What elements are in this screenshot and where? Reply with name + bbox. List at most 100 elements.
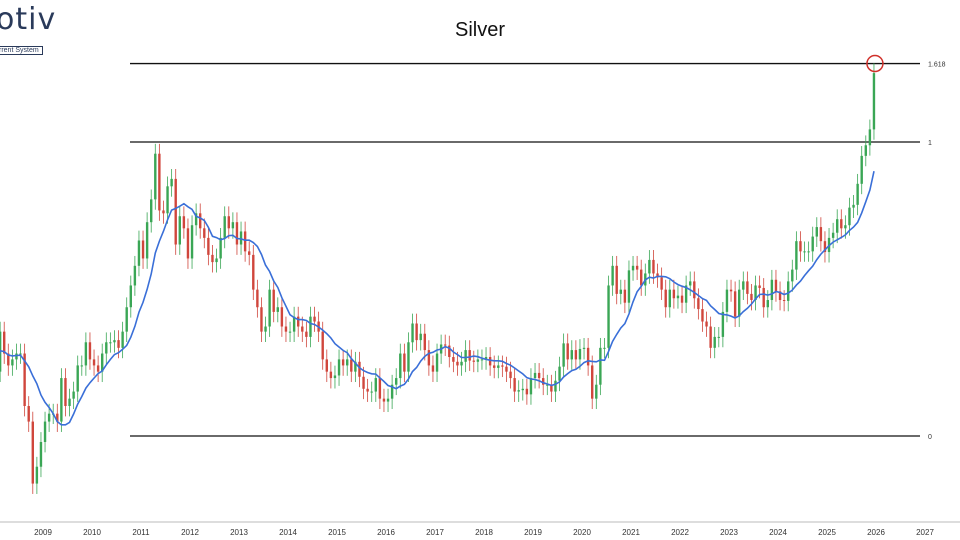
candle-body bbox=[476, 359, 480, 362]
logo-tagline: rrent System bbox=[0, 46, 43, 55]
logo-word: otiv bbox=[0, 2, 57, 37]
candle-body bbox=[509, 371, 512, 379]
candle-body bbox=[276, 307, 279, 312]
candle-body bbox=[88, 342, 92, 360]
moving-average-line bbox=[0, 171, 875, 426]
candle-body bbox=[456, 361, 459, 366]
candle-body bbox=[125, 307, 128, 332]
candle-body bbox=[864, 145, 867, 156]
candle-body bbox=[80, 365, 83, 367]
candle-body bbox=[346, 359, 349, 366]
candle-body bbox=[717, 336, 720, 338]
candle-body bbox=[488, 357, 492, 366]
candle-body bbox=[709, 326, 712, 348]
candle-body bbox=[354, 361, 357, 372]
candle-body bbox=[729, 289, 733, 292]
candle-body bbox=[664, 289, 667, 308]
candle-body bbox=[76, 365, 79, 392]
candle-body bbox=[578, 348, 582, 360]
candle-body bbox=[570, 350, 573, 360]
candle-body bbox=[68, 398, 71, 407]
candle-body bbox=[742, 281, 745, 290]
candle-body bbox=[374, 378, 377, 392]
candle-body bbox=[113, 340, 116, 343]
candle-body bbox=[872, 73, 876, 130]
candle-body bbox=[341, 359, 345, 366]
candle-body bbox=[819, 227, 823, 242]
candle-body bbox=[231, 222, 235, 229]
candle-body bbox=[660, 277, 663, 290]
candle-body bbox=[738, 289, 741, 317]
candle-body bbox=[395, 378, 398, 385]
candle-body bbox=[836, 219, 839, 233]
candle-body bbox=[297, 316, 300, 327]
candle-body bbox=[186, 228, 190, 259]
candle-body bbox=[248, 251, 251, 255]
candle-body bbox=[750, 293, 753, 301]
candle-body bbox=[362, 376, 365, 389]
candle-body bbox=[468, 350, 471, 361]
candle-body bbox=[848, 207, 851, 226]
candle-body bbox=[292, 316, 296, 332]
candle-body bbox=[648, 259, 651, 274]
candle-body bbox=[19, 353, 22, 355]
candle-body bbox=[497, 365, 500, 368]
candle-body bbox=[472, 360, 475, 362]
candle-body bbox=[3, 331, 6, 354]
candle-body bbox=[194, 213, 198, 226]
candle-body bbox=[137, 240, 141, 266]
candle-body bbox=[529, 378, 533, 395]
candle-body bbox=[533, 372, 537, 379]
candle-body bbox=[782, 300, 786, 302]
candle-body bbox=[823, 241, 827, 253]
candle-body bbox=[537, 372, 541, 379]
candle-body bbox=[627, 270, 631, 303]
candle-body bbox=[390, 384, 394, 399]
candle-body bbox=[635, 265, 639, 270]
candle-body bbox=[615, 265, 618, 294]
candle-body bbox=[868, 129, 872, 146]
candle-body bbox=[129, 285, 132, 308]
candle-body bbox=[427, 350, 431, 366]
candle-body bbox=[480, 359, 484, 361]
candle-body bbox=[43, 421, 47, 442]
candle-body bbox=[350, 359, 353, 372]
candle-body bbox=[693, 281, 696, 299]
x-tick-label: 2024 bbox=[769, 528, 787, 537]
x-tick-label: 2026 bbox=[867, 528, 885, 537]
candle-body bbox=[676, 295, 680, 299]
candle-body bbox=[415, 323, 418, 341]
candle-body bbox=[403, 353, 406, 372]
candle-body bbox=[333, 375, 337, 379]
fib-level-label: 1 bbox=[928, 140, 932, 147]
candle-body bbox=[141, 240, 145, 259]
candle-body bbox=[72, 391, 75, 399]
candle-body bbox=[150, 199, 153, 223]
candle-body bbox=[162, 210, 165, 214]
candle-body bbox=[60, 378, 63, 422]
candle-body bbox=[166, 186, 169, 214]
candle-body bbox=[435, 353, 439, 372]
candle-body bbox=[56, 413, 59, 422]
candle-body bbox=[227, 216, 230, 229]
candle-body bbox=[721, 311, 725, 337]
candle-body bbox=[464, 350, 467, 362]
candle-body bbox=[778, 291, 782, 301]
x-tick-label: 2020 bbox=[573, 528, 591, 537]
x-tick-label: 2011 bbox=[132, 528, 150, 537]
candle-body bbox=[713, 336, 716, 348]
x-tick-label: 2018 bbox=[475, 528, 493, 537]
candle-body bbox=[117, 340, 120, 348]
candle-body bbox=[787, 281, 790, 301]
candle-body bbox=[689, 281, 692, 286]
candle-body bbox=[586, 347, 590, 366]
candle-body bbox=[382, 398, 386, 402]
x-tick-label: 2010 bbox=[83, 528, 101, 537]
candle-body bbox=[321, 331, 324, 360]
candle-body bbox=[554, 380, 557, 392]
candle-body bbox=[452, 357, 455, 362]
candle-body bbox=[619, 289, 622, 294]
candle-body bbox=[815, 227, 818, 237]
candle-body bbox=[305, 331, 308, 337]
candle-body bbox=[444, 344, 447, 346]
